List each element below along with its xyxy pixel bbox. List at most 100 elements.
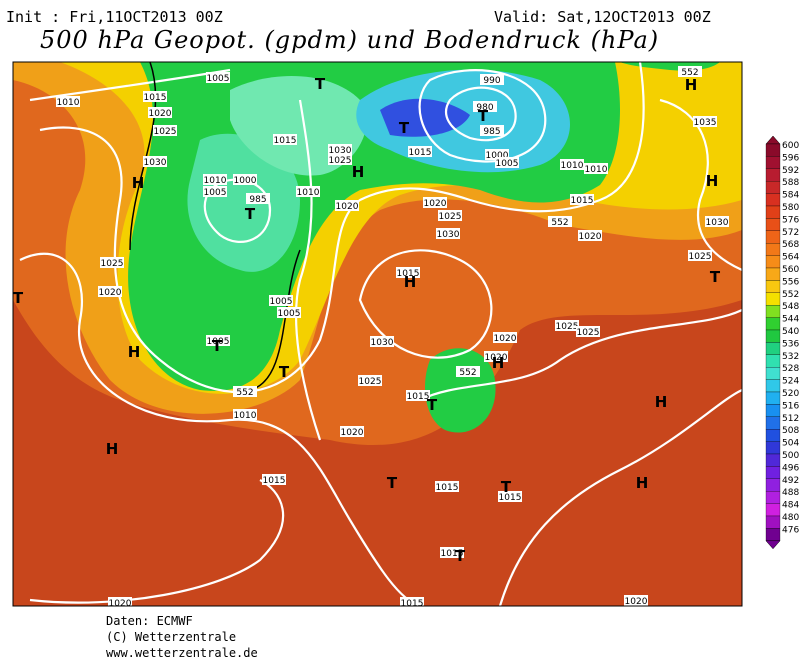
pressure-label: 1005	[204, 188, 227, 198]
footer-line: (C) Wetterzentrale	[106, 630, 236, 644]
map-area: 1005 1010 1015 1020 1025 1030 1015 1030 1025 1010…	[13, 62, 742, 606]
legend-swatch	[765, 205, 781, 219]
pressure-label-box	[335, 200, 359, 211]
pressure-label: 1030	[329, 146, 352, 156]
pressure-label: 1015	[274, 136, 297, 146]
pressure-label: 1010	[585, 165, 608, 175]
map-title: 500 hPa Geopot. (gpdm) und Bodendruck (h…	[40, 26, 659, 54]
legend-swatch	[765, 515, 781, 529]
legend-label: 536	[782, 339, 799, 349]
pressure-label: 1020	[424, 199, 447, 209]
pressure-label-box	[560, 159, 584, 170]
legend-cap	[765, 540, 781, 550]
field-cyan-west	[187, 133, 300, 272]
pressure-label-box	[233, 386, 257, 397]
pressure-label-box	[438, 210, 462, 221]
legend-label: 568	[782, 240, 799, 250]
pressure-label-box	[396, 267, 420, 278]
pressure-label-box	[206, 72, 230, 83]
isobar	[498, 388, 742, 606]
legend-swatch	[765, 441, 781, 455]
pressure-label-box	[705, 216, 729, 227]
pressure-label: 552	[681, 68, 698, 78]
pressure-label: 1035	[694, 118, 717, 128]
pressure-label: 1015	[499, 493, 522, 503]
pressure-label: 1025	[439, 212, 462, 222]
pressure-label-box	[436, 228, 460, 239]
legend-swatch	[765, 478, 781, 492]
pressure-center: H	[492, 354, 505, 372]
isobar	[444, 86, 517, 142]
pressure-label: 1020	[336, 202, 359, 212]
pressure-label: 985	[483, 127, 500, 137]
pressure-label: 1000	[486, 151, 509, 161]
pressure-label: 1010	[204, 176, 227, 186]
pressure-label: 1030	[371, 338, 394, 348]
pressure-label-box	[440, 547, 464, 558]
pressure-center: T	[387, 474, 398, 492]
pressure-label-box	[485, 149, 509, 160]
legend-label: 596	[782, 153, 799, 163]
legend-label: 564	[782, 253, 799, 263]
pressure-label-box	[269, 295, 293, 306]
legend-swatch	[765, 367, 781, 380]
pressure-label-box	[277, 307, 301, 318]
pressure-label-box	[148, 107, 172, 118]
pressure-label-box	[408, 146, 432, 157]
pressure-label-box	[484, 351, 508, 362]
legend-swatch	[765, 280, 781, 293]
pressure-label: 552	[551, 218, 568, 228]
pressure-label: 1015	[436, 483, 459, 493]
legend-label: 496	[782, 463, 799, 473]
pressure-label-box	[400, 597, 424, 606]
pressure-label: 1020	[341, 428, 364, 438]
legend-swatch	[765, 193, 781, 207]
legend-label: 504	[782, 439, 799, 449]
pressure-label-box	[495, 157, 519, 168]
legend-label: 580	[782, 203, 799, 213]
pressure-center: T	[212, 337, 223, 355]
isobar	[419, 309, 742, 401]
pressure-label-box	[98, 286, 122, 297]
pressure-label: 1030	[437, 230, 460, 240]
pressure-center: H	[685, 76, 698, 94]
legend-label: 548	[782, 302, 799, 312]
pressure-center: T	[501, 478, 512, 496]
pressure-label: 1020	[149, 109, 172, 119]
footer-line: Daten: ECMWF	[106, 614, 193, 628]
pressure-label: 1025	[556, 322, 579, 332]
pressure-label: 1015	[409, 148, 432, 158]
pressure-center: H	[655, 393, 668, 411]
pressure-label-box	[143, 91, 167, 102]
pressure-label-box	[555, 320, 579, 331]
pressure-label-box	[548, 216, 572, 227]
legend-label: 572	[782, 228, 799, 238]
legend-label: 592	[782, 166, 799, 176]
pressure-label-box	[233, 174, 257, 185]
legend-swatch	[765, 218, 781, 231]
pressure-label: 1015	[407, 392, 430, 402]
pressure-center: T	[455, 547, 466, 565]
legend-label: 480	[782, 513, 799, 523]
pressure-label: 1030	[144, 158, 167, 168]
legend-swatch	[765, 181, 781, 194]
pressure-label-box	[206, 335, 230, 346]
map-frame	[12, 61, 743, 607]
legend-swatch	[765, 305, 781, 318]
footer-line: www.wetterzentrale.de	[106, 646, 258, 660]
pressure-label-box	[435, 481, 459, 492]
pressure-label: 1005	[270, 297, 293, 307]
legend-label: 508	[782, 426, 799, 436]
legend-swatch	[765, 156, 781, 169]
isobar	[358, 249, 493, 359]
pressure-label: 1005	[278, 309, 301, 319]
legend-swatch	[765, 267, 781, 281]
pressure-center: T	[427, 396, 438, 414]
legend-swatch	[765, 404, 781, 417]
pressure-label: 552	[459, 368, 476, 378]
pressure-label: 1010	[297, 188, 320, 198]
pressure-label-box	[678, 66, 702, 77]
pressure-label-box	[328, 154, 352, 165]
pressure-label: 1015	[397, 269, 420, 279]
